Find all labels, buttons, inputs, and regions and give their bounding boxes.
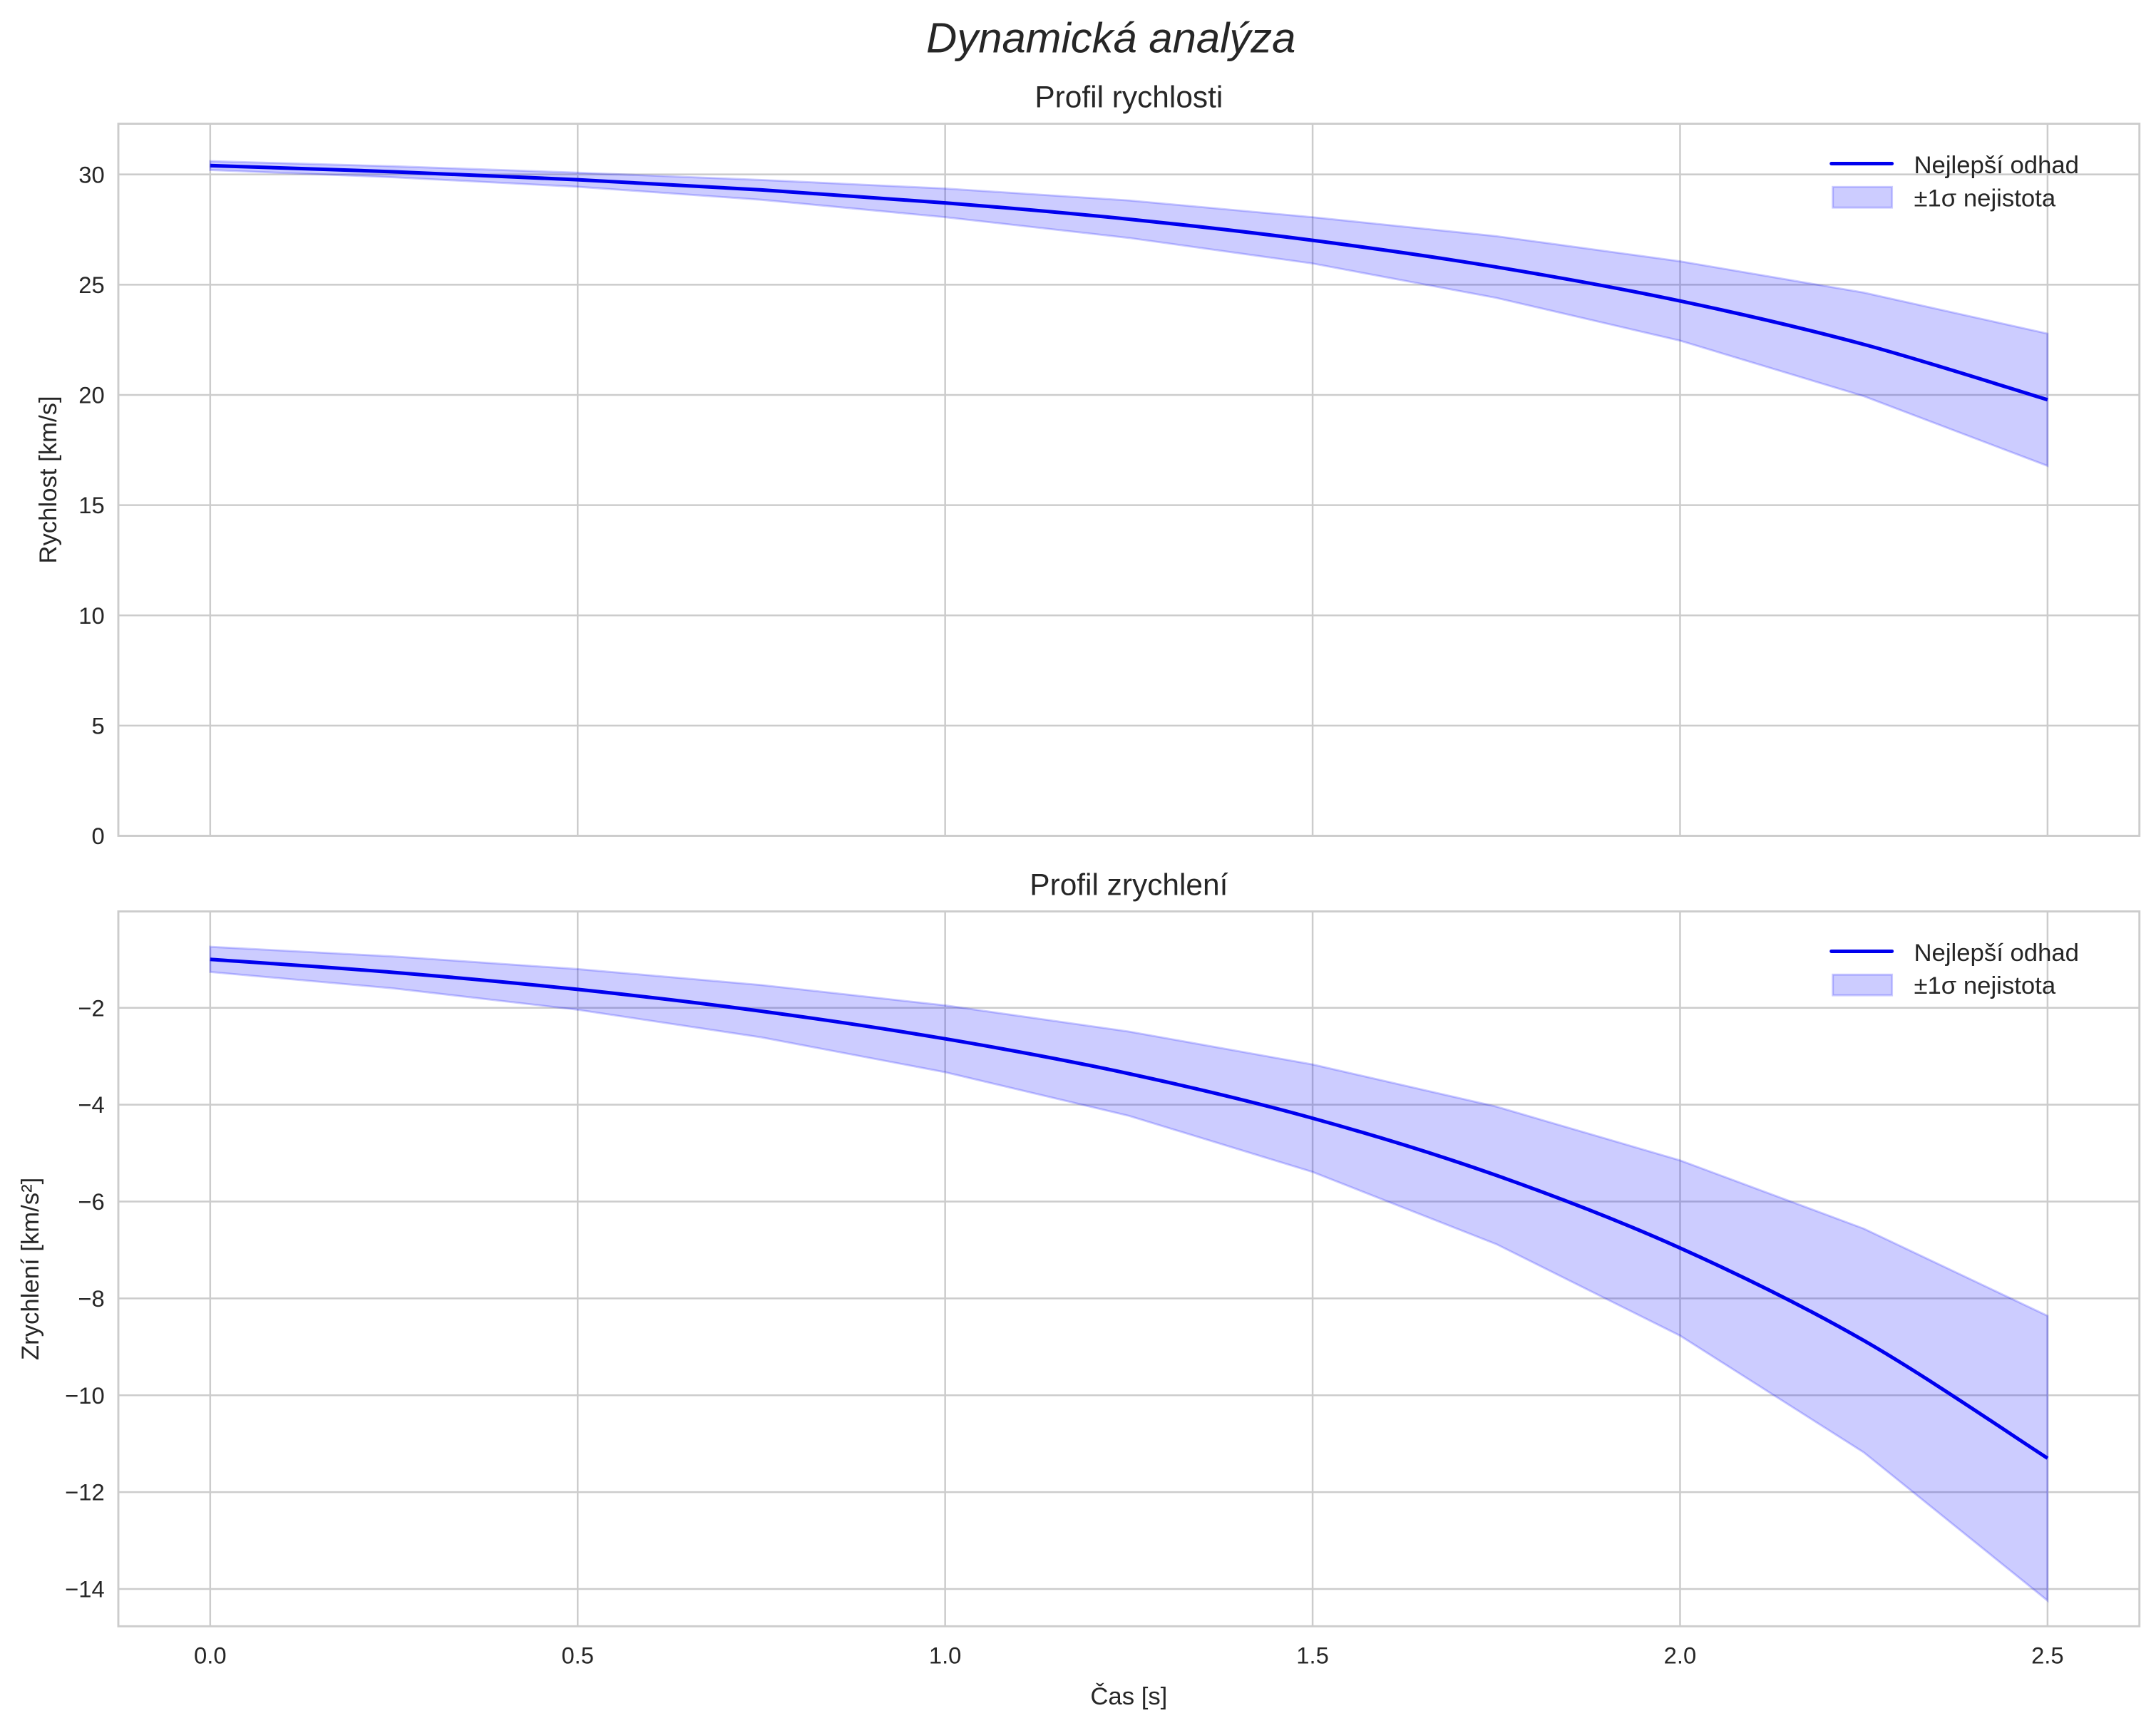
subplot-title: Profil rychlosti — [1035, 80, 1223, 113]
legend-band-swatch — [1832, 973, 1894, 997]
subplot-1: 0 5 10 15 20 25 30 Profil rychlosti Rychlost [km… — [35, 80, 2141, 849]
x-axis-label: Čas [s] — [1090, 1682, 1167, 1710]
y-axis-label: Zrychlení [km/s²] — [17, 1178, 44, 1360]
figure-title: Dynamická analýza — [926, 14, 1295, 61]
legend: Nejlepší odhad ±1σ nejistota — [1829, 940, 2079, 999]
axes-frame — [117, 910, 2141, 1627]
legend-label: ±1σ nejistota — [1914, 185, 2055, 212]
subplot-title: Profil zrychlení — [1030, 868, 1228, 901]
uncertainty-band — [209, 945, 2049, 1603]
y-axis-label: Rychlost [km/s] — [35, 396, 62, 563]
y-tick-label: −2 — [78, 994, 104, 1021]
axes-frame — [117, 123, 2141, 837]
x-tick-label: 2.0 — [1664, 1642, 1697, 1668]
best-estimate-line — [210, 957, 2049, 1460]
y-tick-label: −8 — [78, 1285, 104, 1312]
y-tick-label: 15 — [78, 492, 104, 518]
x-tick-label: 0.5 — [561, 1642, 594, 1668]
y-tick-label: −12 — [65, 1479, 105, 1506]
y-tick-label: 5 — [91, 712, 104, 739]
y-tick-label: −4 — [78, 1091, 104, 1118]
subplot-2: 0.0 0.5 1.0 1.5 2.0 2.5 −14 −12 −10 −8 −6 −4 −2 Profi… — [17, 868, 2141, 1710]
y-tick-label: 20 — [78, 382, 104, 408]
y-tick-label: −6 — [78, 1188, 104, 1215]
x-tick-label: 1.5 — [1296, 1642, 1329, 1668]
y-tick-label: 10 — [78, 602, 104, 629]
legend-band-swatch — [1832, 185, 1894, 209]
y-tick-label: 25 — [78, 272, 104, 298]
x-tick-label: 2.5 — [2031, 1642, 2064, 1668]
legend: Nejlepší odhad ±1σ nejistota — [1829, 152, 2079, 212]
x-tick-label: 0.0 — [194, 1642, 227, 1668]
y-tick-label: 0 — [91, 823, 104, 849]
y-tick-label: −14 — [65, 1576, 105, 1603]
legend-label: ±1σ nejistota — [1914, 972, 2055, 999]
legend-label: Nejlepší odhad — [1914, 940, 2079, 967]
x-tick-label: 1.0 — [929, 1642, 962, 1668]
y-tick-label: −10 — [65, 1382, 105, 1409]
legend-label: Nejlepší odhad — [1914, 152, 2079, 179]
y-tick-label: 30 — [78, 161, 104, 187]
uncertainty-band — [209, 160, 2049, 468]
